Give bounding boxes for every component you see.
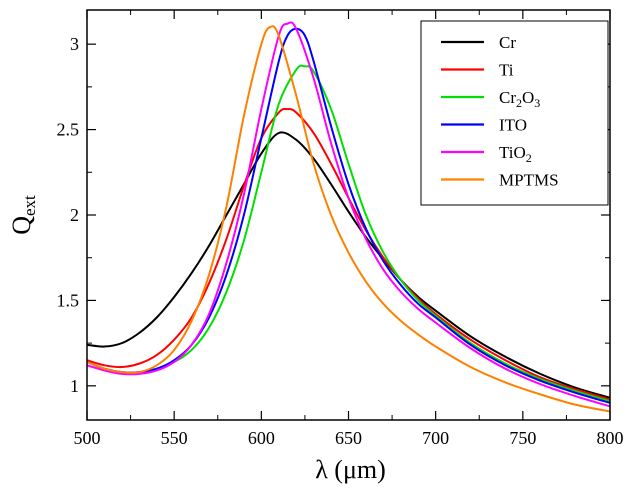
y-axis-title-main: Q [7,216,36,235]
legend-items: Cr Ti Cr2O3 ITO TiO2 MPTMS [441,33,559,190]
legend-label-ito: ITO [499,116,527,135]
legend-label-cr2o3: Cr2O3 [499,88,540,110]
series-line-cr [86,131,611,399]
y-axis-title-text: Qext [7,195,39,235]
x-tick-label: 500 [74,428,101,448]
x-tick-label: 700 [422,428,449,448]
y-axis-title-sub: ext [20,195,39,216]
y-tick-label: 3 [70,34,79,54]
x-axis-title: λ (μm) [315,455,386,484]
y-tick-label: 2.5 [57,120,80,140]
tick-labels: 500 550 600 650 700 750 800 1 1.5 2 2.5 3 [57,34,624,448]
legend-label-cr: Cr [499,33,516,52]
x-tick-label: 800 [597,428,624,448]
y-axis-title: Qext [7,195,39,235]
series-line-tio2 [86,21,611,408]
y-tick-label: 2 [70,205,79,225]
y-tick-label: 1.5 [57,290,80,310]
legend-box [420,20,609,206]
series-line-ti [86,107,611,401]
x-tick-label: 600 [248,428,275,448]
legend: Cr Ti Cr2O3 ITO TiO2 MPTMS [420,20,609,206]
plot-lines [86,21,611,413]
x-tick-label: 750 [509,428,536,448]
series-line-mptms [86,25,611,413]
legend-label-mptms: MPTMS [499,171,559,190]
legend-label-tio2: TiO2 [499,143,532,165]
x-tick-label: 550 [161,428,188,448]
y-tick-label: 1 [70,376,79,396]
x-tick-label: 650 [335,428,362,448]
legend-label-ti: Ti [499,61,514,80]
series-line-ito [86,27,611,404]
